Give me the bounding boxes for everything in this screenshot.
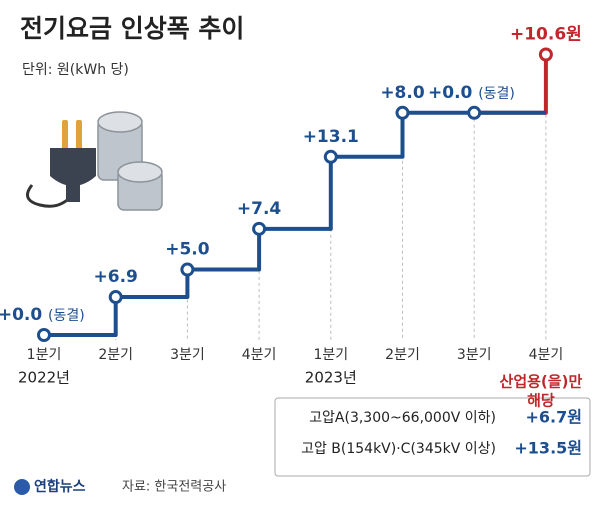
value-note: (동결): [478, 86, 515, 102]
value-label: +7.4: [237, 199, 282, 219]
point: [252, 221, 267, 236]
breakdown-label: 고압A(3,300~66,000V 이하): [309, 410, 496, 426]
point: [467, 105, 482, 120]
point: [180, 262, 195, 277]
coins-icon: [97, 111, 163, 211]
point: [108, 290, 123, 305]
x-tick-label: 2분기: [385, 347, 420, 363]
step-segment: [330, 112, 405, 159]
step-segment: [187, 228, 262, 272]
plug-icon: [26, 120, 96, 208]
step-segment: [259, 156, 333, 231]
breakdown-label: 고압 B(154kV)·C(345kV 이상): [301, 441, 496, 457]
point: [538, 47, 553, 62]
x-tick-label: 2분기: [98, 347, 133, 363]
value-label: +6.9: [94, 267, 138, 287]
step-segment: [474, 54, 548, 115]
value-label: +0.0: [428, 83, 473, 103]
point: [395, 105, 410, 120]
source: 자료: 한국전력공사: [122, 480, 226, 495]
logo-mark: [14, 479, 30, 495]
value-label: +0.0: [0, 305, 42, 325]
breakdown-box: [274, 397, 591, 477]
year-label: 2022년: [18, 369, 70, 387]
breakdown-value: +6.7원: [526, 408, 582, 427]
year-label: 2023년: [305, 369, 357, 387]
x-tick-label: 4분기: [529, 347, 564, 363]
breakdown-value: +13.5원: [514, 439, 582, 458]
x-tick-label: 1분기: [27, 347, 62, 363]
x-tick-label: 4분기: [242, 347, 277, 363]
value-note: (동결): [48, 308, 85, 324]
chart-subtitle: 단위: 원(kWh 당): [22, 62, 129, 78]
point: [323, 149, 338, 164]
annotation: 해당: [527, 392, 555, 410]
x-tick-label: 3분기: [170, 347, 205, 363]
point: [37, 328, 51, 342]
value-label: +10.6원: [510, 25, 582, 45]
chart-title: 전기요금 인상폭 추이: [20, 14, 244, 43]
x-tick-label: 3분기: [457, 347, 492, 363]
annotation: 산업용(을)만: [500, 373, 583, 391]
value-label: +13.1: [303, 127, 359, 147]
step-segment: [44, 297, 118, 337]
x-tick-label: 1분기: [313, 347, 348, 363]
value-label: +8.0: [380, 83, 425, 103]
logo: 연합뉴스: [34, 478, 86, 495]
value-label: +5.0: [165, 240, 210, 260]
step-segment: [115, 269, 190, 300]
